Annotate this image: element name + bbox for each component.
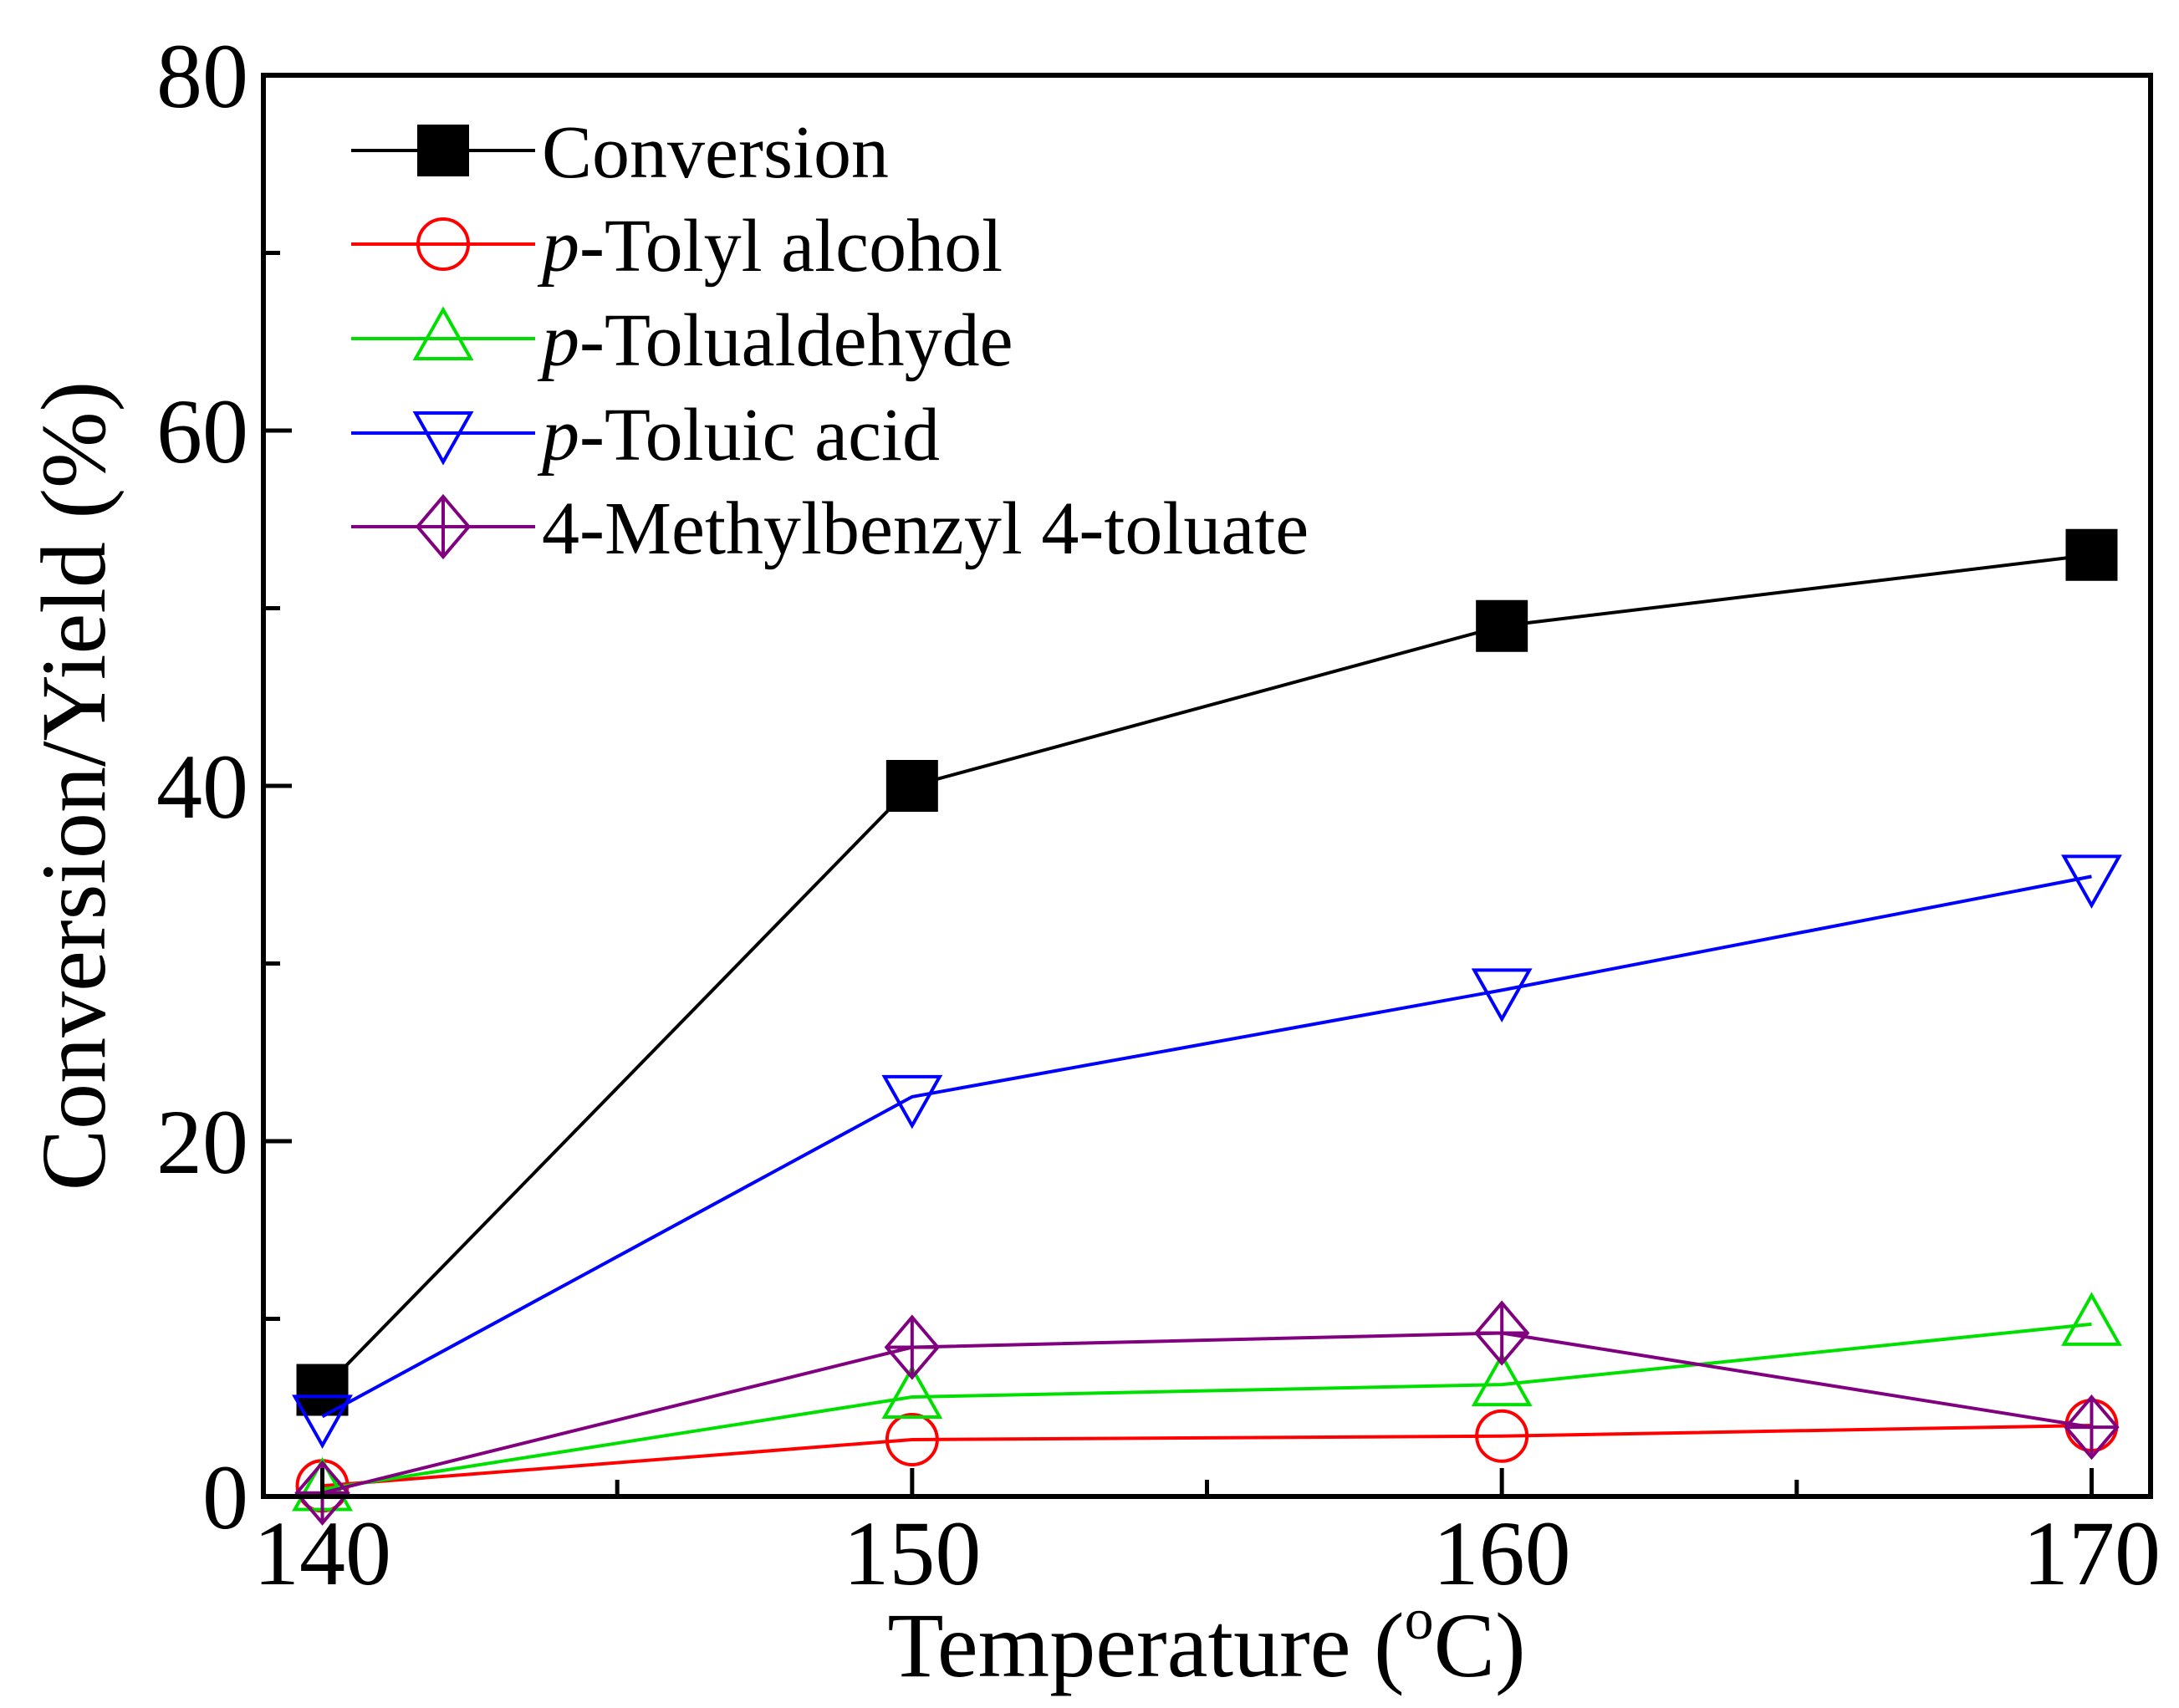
x-tick-label: 160 — [1433, 1502, 1571, 1604]
legend-marker-p-tolyl-alcohol — [416, 217, 470, 271]
data-point-p-toluic-acid — [1471, 968, 1533, 1022]
data-point-p-tolyl-alcohol — [885, 1413, 939, 1466]
data-point-p-tolualdehyde — [2061, 1292, 2122, 1346]
legend-label-p-tolualdehyde: p-Tolualdehyde — [537, 299, 1013, 382]
legend-label-conversion: Conversion — [542, 111, 889, 194]
legend-label-text: -Toluic acid — [579, 394, 940, 477]
data-point-conversion — [296, 1364, 349, 1416]
data-point-4-methylbenzyl-4-toluate — [884, 1314, 941, 1380]
data-point-p-toluic-acid — [2061, 854, 2122, 909]
legend-label-prefix: p — [537, 394, 579, 477]
series-line-conversion — [321, 553, 2092, 1391]
data-point-conversion — [885, 760, 938, 812]
legend-marker-p-toluic-acid — [412, 411, 474, 466]
y-tick-label: 20 — [156, 1091, 248, 1193]
y-tick-label: 60 — [156, 380, 248, 482]
legend-label-text: -Tolyl alcohol — [579, 205, 1003, 288]
legend-label-prefix: p — [537, 299, 579, 382]
legend-label-prefix: p — [537, 205, 579, 288]
legend-marker-4-methylbenzyl-4-toluate — [415, 493, 472, 560]
x-axis-title-degree: o — [1405, 1588, 1434, 1652]
data-point-p-tolyl-alcohol — [1475, 1409, 1529, 1463]
series-line-p-tolualdehyde — [322, 1322, 2092, 1491]
series-line-4-methylbenzyl-4-toluate — [322, 1331, 2092, 1495]
y-axis-title: Conversion/Yield (%) — [23, 381, 125, 1191]
x-axis-title-main: Temperature ( — [887, 1594, 1404, 1696]
legend-label-p-toluic-acid: p-Toluic acid — [537, 394, 940, 477]
data-point-conversion — [2065, 528, 2118, 581]
data-point-conversion — [1476, 599, 1528, 652]
data-point-p-tolualdehyde — [881, 1364, 943, 1419]
legend-label-4-methylbenzyl-4-toluate: 4-Methylbenzyl 4-toluate — [542, 487, 1309, 570]
data-point-4-methylbenzyl-4-toluate — [2064, 1394, 2120, 1461]
data-point-4-methylbenzyl-4-toluate — [1473, 1300, 1530, 1366]
x-axis-title-unit: C) — [1434, 1594, 1526, 1696]
y-tick-label: 40 — [156, 736, 248, 838]
x-tick-label: 140 — [253, 1502, 391, 1604]
legend-label-text: -Tolualdehyde — [579, 299, 1013, 382]
series-line-p-toluic-acid — [321, 874, 2092, 1419]
x-tick-label: 170 — [2023, 1502, 2161, 1604]
x-axis-title: Temperature (oC) — [887, 1588, 1525, 1696]
data-point-p-toluic-acid — [881, 1074, 943, 1129]
x-tick-label: 150 — [843, 1502, 981, 1604]
legend-marker-p-tolualdehyde — [412, 306, 474, 360]
plot-frame — [261, 73, 2153, 1499]
legend-label-p-tolyl-alcohol: p-Tolyl alcohol — [537, 205, 1003, 288]
legend-marker-conversion — [417, 125, 469, 176]
y-tick-label: 80 — [156, 25, 248, 127]
y-tick-label: 0 — [202, 1446, 248, 1548]
legend-label-text: Conversion — [542, 111, 889, 194]
data-point-p-tolualdehyde — [1471, 1352, 1533, 1407]
series-line-p-tolyl-alcohol — [322, 1424, 2092, 1488]
data-point-p-toluic-acid — [292, 1394, 353, 1449]
legend-label-text: 4-Methylbenzyl 4-toluate — [542, 487, 1309, 570]
